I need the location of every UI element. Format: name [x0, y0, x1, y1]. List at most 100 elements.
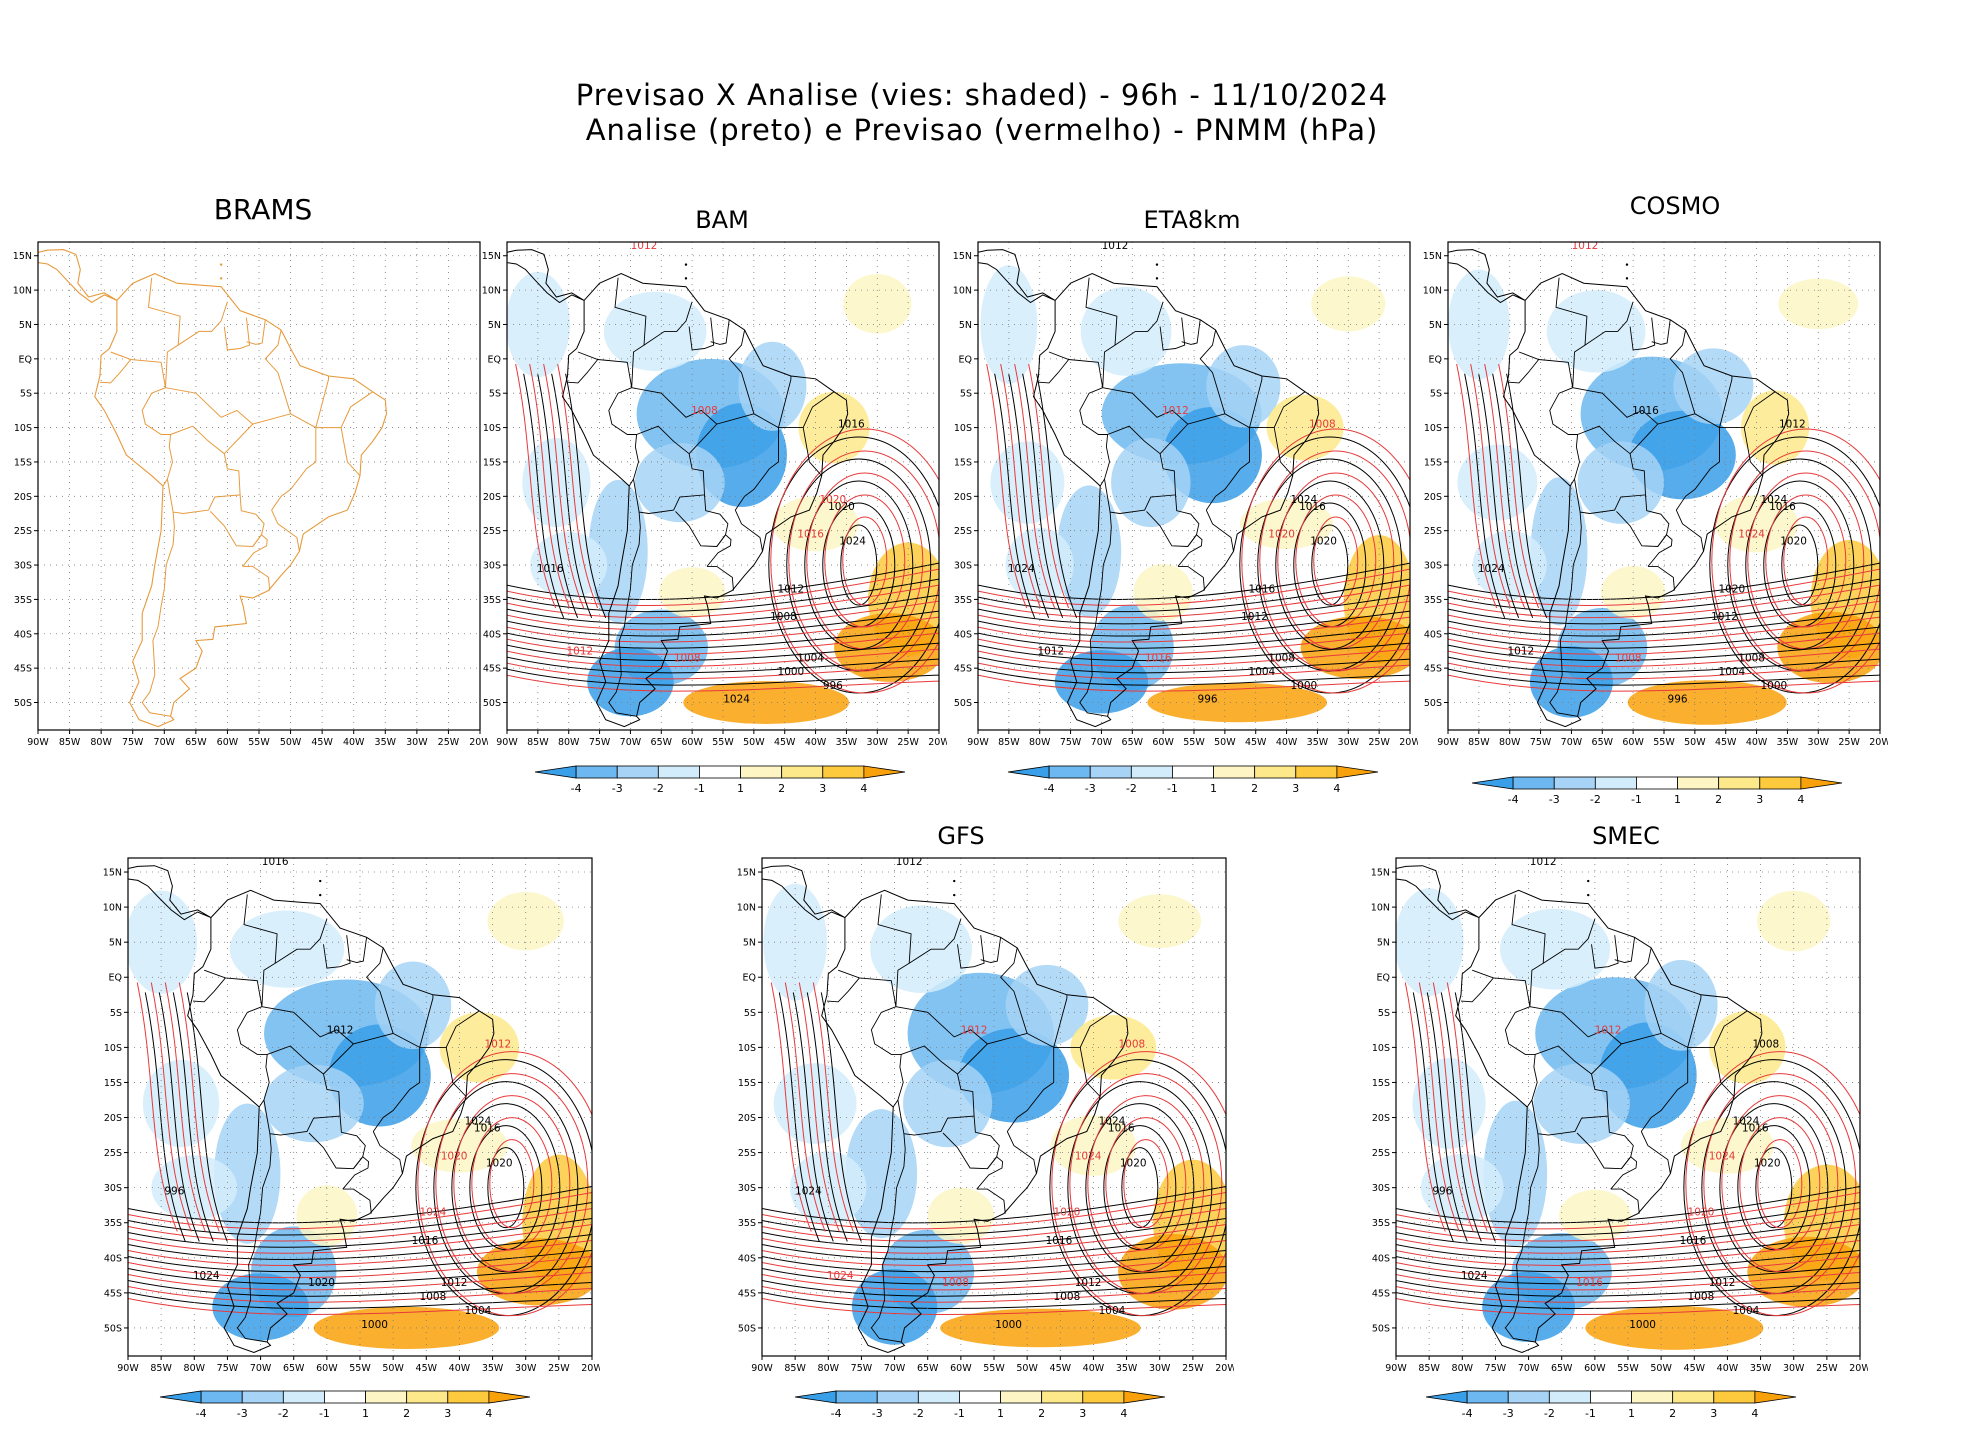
colorbar-label: 1 [737, 782, 744, 795]
colorbar-label: 2 [403, 1407, 410, 1420]
colorbar-label: 4 [1333, 782, 1340, 795]
lat-tick-label: 15N [1423, 251, 1442, 262]
colorbar-swatch [200, 1390, 243, 1404]
isobar-label: 1016 [1249, 584, 1276, 596]
lon-tick-label: 30W [867, 737, 889, 748]
isobar-label: 1020 [308, 1277, 335, 1289]
map-panel-smec: 1012 1012 1008 1016 1020 1024 1024 1020 1016 1012… [1358, 848, 1868, 1386]
colorbar-swatch [1800, 776, 1843, 790]
panel-title-brams: BRAMS [213, 193, 313, 226]
isobar-label: 1024 [420, 1207, 447, 1219]
colorbar-swatch [959, 1390, 1001, 1404]
isobar-label: 1024 [1075, 1151, 1102, 1163]
lon-tick-label: 30W [406, 737, 428, 748]
colorbar-label: 3 [444, 1407, 451, 1420]
bias-shading [1627, 680, 1787, 725]
lat-tick-label: 15S [483, 457, 501, 468]
lat-tick-label: 40S [1372, 1253, 1390, 1264]
colorbar-swatch [781, 765, 824, 779]
isobar-label: 1012 [1037, 645, 1064, 657]
colorbar-label: -4 [571, 782, 582, 795]
lat-tick-label: 5S [489, 389, 501, 400]
lat-tick-label: 50S [104, 1323, 122, 1334]
lat-tick-label: 40S [483, 629, 501, 640]
lon-tick-label: 60W [1584, 1363, 1606, 1374]
colorbar-swatch [1553, 776, 1596, 790]
lon-tick-label: 45W [1245, 737, 1267, 748]
lon-tick-label: 40W [1717, 1363, 1739, 1374]
bias-shading [870, 905, 972, 993]
colorbar-swatch [1718, 776, 1761, 790]
lon-tick-label: 45W [311, 737, 333, 748]
lon-tick-label: 35W [375, 737, 397, 748]
lon-tick-label: 90W [1437, 737, 1459, 748]
isobar-label: 1012 [631, 240, 658, 252]
colorbar-label: -3 [1085, 782, 1096, 795]
isobar-label: 1008 [942, 1277, 969, 1289]
colorbar-swatch [917, 1390, 960, 1404]
colorbar-swatch [822, 765, 865, 779]
lon-tick-label: 45W [774, 737, 796, 748]
colorbar-label: -1 [694, 782, 705, 795]
lon-tick-label: 45W [416, 1363, 438, 1374]
colorbar-swatch [1548, 1390, 1591, 1404]
colorbar-label: -2 [913, 1407, 924, 1420]
colorbar-label: 2 [1669, 1407, 1676, 1420]
lat-tick-label: 20S [1424, 492, 1442, 503]
colorbar-swatch [835, 1390, 878, 1404]
lat-tick-label: 40S [1424, 629, 1442, 640]
lat-tick-label: 50S [738, 1323, 756, 1334]
isobar-label: 1020 [1268, 529, 1295, 541]
bias-shading [1741, 390, 1810, 465]
map-panel-brams: 90W 85W 80W 75W 70W 65W 60W 55W 50W 45W 40W 35W 30W 2… [0, 232, 488, 760]
colorbar-swatch [1425, 1390, 1468, 1404]
isobar-label: 1016 [1046, 1235, 1073, 1247]
isobar-label: 1012 [1075, 1277, 1102, 1289]
colorbar-swatch [876, 1390, 919, 1404]
bias-shading [1601, 566, 1666, 619]
lat-tick-label: 5N [959, 320, 972, 331]
isobar-label: 1016 [838, 419, 865, 431]
isobar-label: 996 [1668, 694, 1688, 706]
lat-tick-label: 45S [483, 664, 501, 675]
lon-tick-label: 50W [1016, 1363, 1038, 1374]
isobar-label: 1020 [1754, 1158, 1781, 1170]
isobar-label: 1012 [1102, 240, 1129, 252]
lat-tick-label: 5N [488, 320, 501, 331]
colorbar-swatch [1000, 1390, 1043, 1404]
lat-tick-label: 45S [1372, 1288, 1390, 1299]
isobar-label: 1012 [1162, 405, 1189, 417]
colorbar-label: -2 [653, 782, 664, 795]
isobar-label: 1012 [1241, 611, 1268, 623]
isobar-label: 1000 [1760, 680, 1787, 692]
lat-tick-label: 20S [1372, 1113, 1390, 1124]
colorbar-swatch [447, 1390, 490, 1404]
colorbar-label: -2 [1544, 1407, 1555, 1420]
coastline-south-america [821, 889, 1129, 1354]
isobar-label: 1012 [1779, 419, 1806, 431]
lon-tick-label: 85W [998, 737, 1020, 748]
lon-tick-label: 70W [154, 737, 176, 748]
lon-tick-label: 60W [950, 1363, 972, 1374]
colorbar-label: 1 [997, 1407, 1004, 1420]
lon-tick-label: 40W [449, 1363, 471, 1374]
lon-tick-label: 70W [620, 737, 642, 748]
colorbar-swatch [1007, 765, 1050, 779]
bias-shading [1133, 563, 1193, 622]
lon-tick-label: 80W [1029, 737, 1051, 748]
isobar-label: 1008 [1054, 1291, 1081, 1303]
isobar-label: 1020 [819, 494, 846, 506]
lon-tick-label: 25W [1182, 1363, 1204, 1374]
colorbar-label: -2 [1126, 782, 1137, 795]
isobar-label: 1024 [1008, 563, 1035, 575]
colorbar-label: 3 [819, 782, 826, 795]
bias-shading [1673, 348, 1754, 425]
isobar-label: 1020 [1688, 1207, 1715, 1219]
isobar-label: 1012 [441, 1277, 468, 1289]
lon-tick-label: 90W [751, 1363, 773, 1374]
map-panel-panel5: 1016 1012 1012 1016 1020 1024 1020 1024 1016 1012… [90, 848, 600, 1386]
isobar-label: 1016 [1299, 501, 1326, 513]
isobar-label: 1016 [537, 563, 564, 575]
lon-tick-label: 25W [897, 737, 919, 748]
isobar-label: 1020 [1780, 535, 1807, 547]
